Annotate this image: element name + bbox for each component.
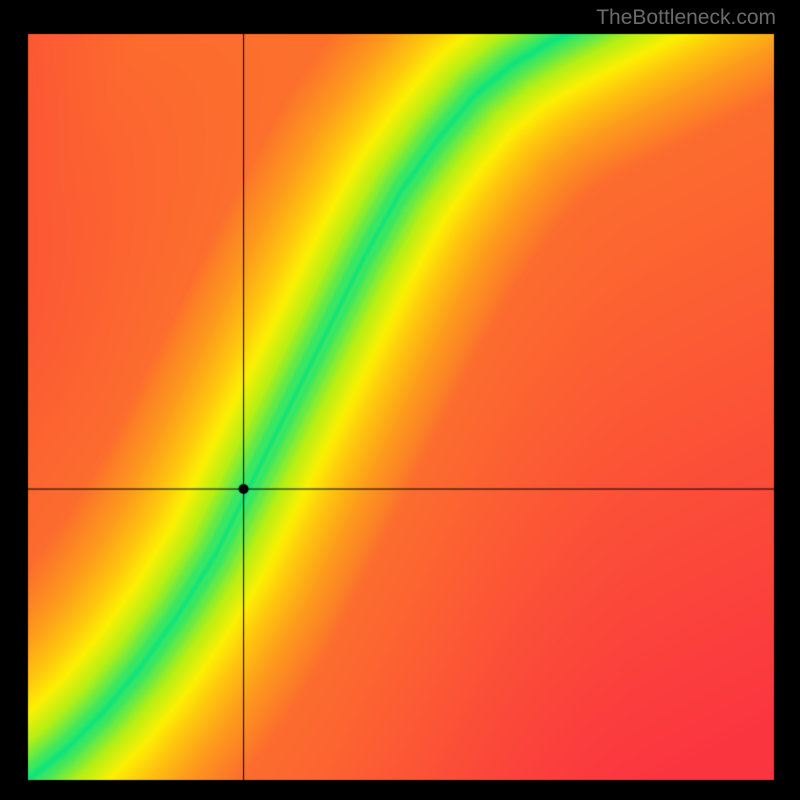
watermark-text: TheBottleneck.com xyxy=(596,6,776,30)
chart-container: TheBottleneck.com xyxy=(0,0,800,800)
heatmap-canvas xyxy=(0,0,800,800)
